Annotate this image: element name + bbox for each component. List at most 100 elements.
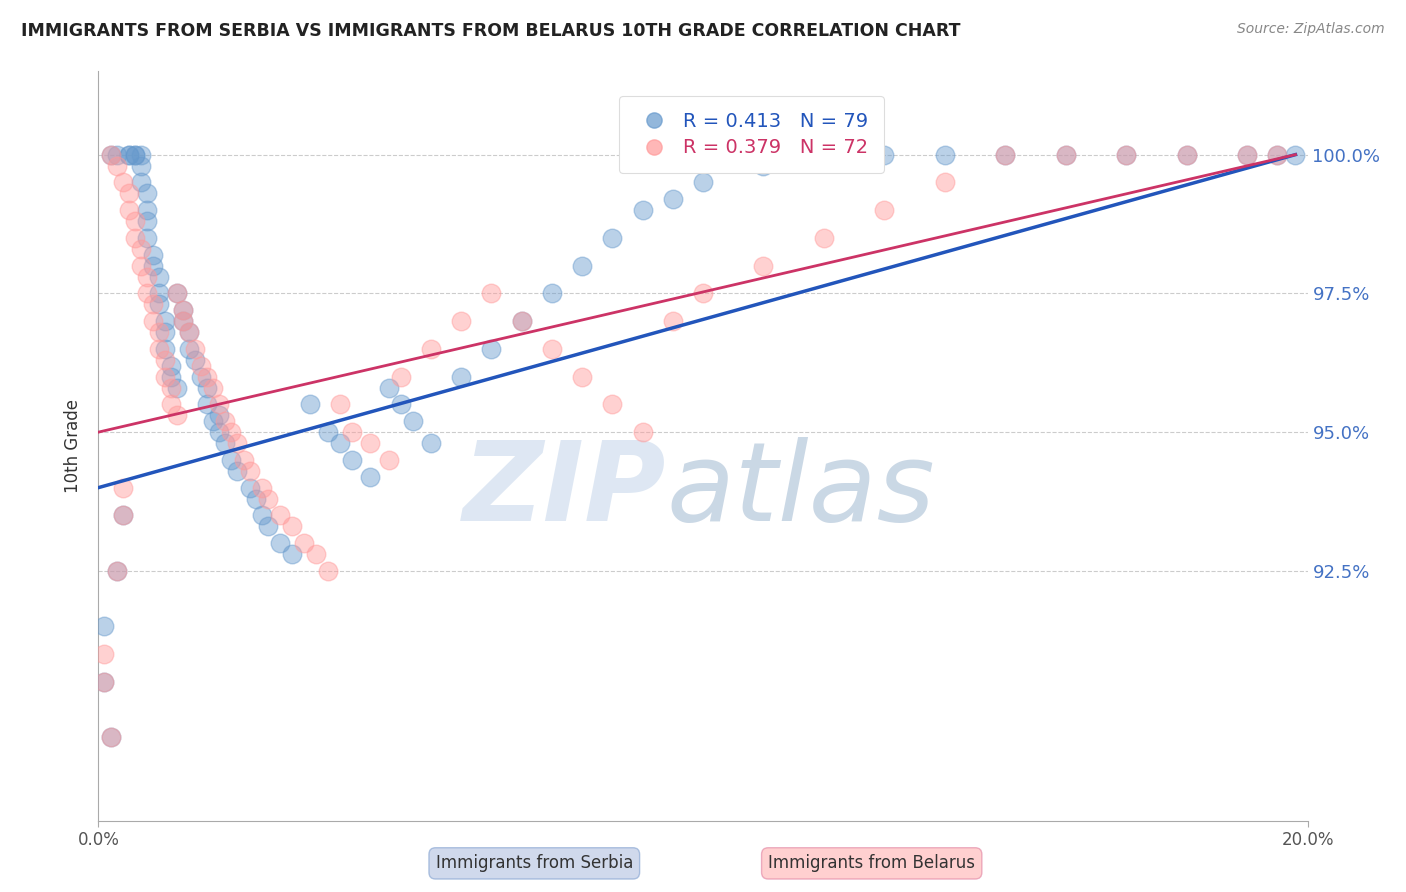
Point	[299, 397, 322, 411]
Point	[148, 297, 170, 311]
Point	[153, 325, 176, 339]
Point	[269, 536, 291, 550]
Point	[631, 203, 654, 218]
Point	[129, 175, 152, 189]
Point	[1236, 147, 1258, 161]
Point	[510, 314, 533, 328]
Legend: R = 0.413   N = 79, R = 0.379   N = 72: R = 0.413 N = 79, R = 0.379 N = 72	[619, 96, 884, 173]
Point	[873, 147, 896, 161]
Point	[1284, 147, 1306, 161]
Point	[100, 731, 122, 745]
Point	[631, 425, 654, 439]
Point	[481, 286, 503, 301]
Text: Source: ZipAtlas.com: Source: ZipAtlas.com	[1237, 22, 1385, 37]
Point	[111, 175, 134, 189]
Point	[135, 269, 157, 284]
Point	[153, 342, 176, 356]
Point	[179, 325, 201, 339]
Point	[124, 231, 146, 245]
Point	[994, 147, 1017, 161]
Point	[994, 147, 1017, 161]
Point	[148, 269, 170, 284]
Point	[269, 508, 291, 523]
Point	[166, 286, 188, 301]
Point	[153, 369, 176, 384]
Point	[172, 314, 194, 328]
Point	[195, 381, 218, 395]
Point	[160, 359, 183, 373]
Point	[1175, 147, 1198, 161]
Text: IMMIGRANTS FROM SERBIA VS IMMIGRANTS FROM BELARUS 10TH GRADE CORRELATION CHART: IMMIGRANTS FROM SERBIA VS IMMIGRANTS FRO…	[21, 22, 960, 40]
Point	[239, 481, 262, 495]
Point	[342, 453, 364, 467]
Point	[184, 342, 207, 356]
Point	[1115, 147, 1137, 161]
Point	[1267, 147, 1289, 161]
Point	[93, 619, 115, 633]
Point	[450, 369, 472, 384]
Point	[571, 259, 593, 273]
Point	[226, 436, 249, 450]
Point	[105, 159, 128, 173]
Point	[118, 186, 141, 201]
Point	[124, 147, 146, 161]
Point	[245, 491, 267, 506]
Point	[389, 397, 412, 411]
Point	[160, 397, 183, 411]
Point	[153, 353, 176, 368]
Point	[100, 147, 122, 161]
Point	[166, 381, 188, 395]
Point	[129, 242, 152, 256]
Point	[105, 564, 128, 578]
Point	[1175, 147, 1198, 161]
Point	[329, 397, 352, 411]
Point	[93, 674, 115, 689]
Point	[1267, 147, 1289, 161]
Point	[208, 409, 231, 423]
Point	[105, 147, 128, 161]
Point	[256, 491, 278, 506]
Point	[1236, 147, 1258, 161]
Point	[360, 436, 382, 450]
Point	[148, 286, 170, 301]
Point	[360, 469, 382, 483]
Point	[377, 381, 399, 395]
Point	[540, 342, 562, 356]
Point	[129, 259, 152, 273]
Point	[214, 436, 236, 450]
Point	[202, 414, 225, 428]
Point	[166, 409, 188, 423]
Point	[124, 147, 146, 161]
Point	[100, 731, 122, 745]
Point	[316, 425, 339, 439]
Point	[166, 286, 188, 301]
Point	[420, 436, 443, 450]
Point	[316, 564, 339, 578]
Point	[602, 231, 624, 245]
Point	[135, 203, 157, 218]
Point	[93, 674, 115, 689]
Point	[602, 397, 624, 411]
Point	[292, 536, 315, 550]
Text: Immigrants from Belarus: Immigrants from Belarus	[768, 855, 976, 872]
Point	[172, 303, 194, 318]
Point	[129, 147, 152, 161]
Point	[190, 369, 212, 384]
Point	[692, 175, 714, 189]
Point	[934, 147, 956, 161]
Point	[692, 286, 714, 301]
Y-axis label: 10th Grade: 10th Grade	[65, 399, 83, 493]
Point	[148, 325, 170, 339]
Point	[661, 192, 683, 206]
Point	[389, 369, 412, 384]
Point	[256, 519, 278, 533]
Point	[239, 464, 262, 478]
Point	[179, 325, 201, 339]
Point	[172, 314, 194, 328]
Point	[752, 259, 775, 273]
Point	[540, 286, 562, 301]
Point	[124, 214, 146, 228]
Point	[281, 547, 304, 561]
Point	[329, 436, 352, 450]
Point	[208, 397, 231, 411]
